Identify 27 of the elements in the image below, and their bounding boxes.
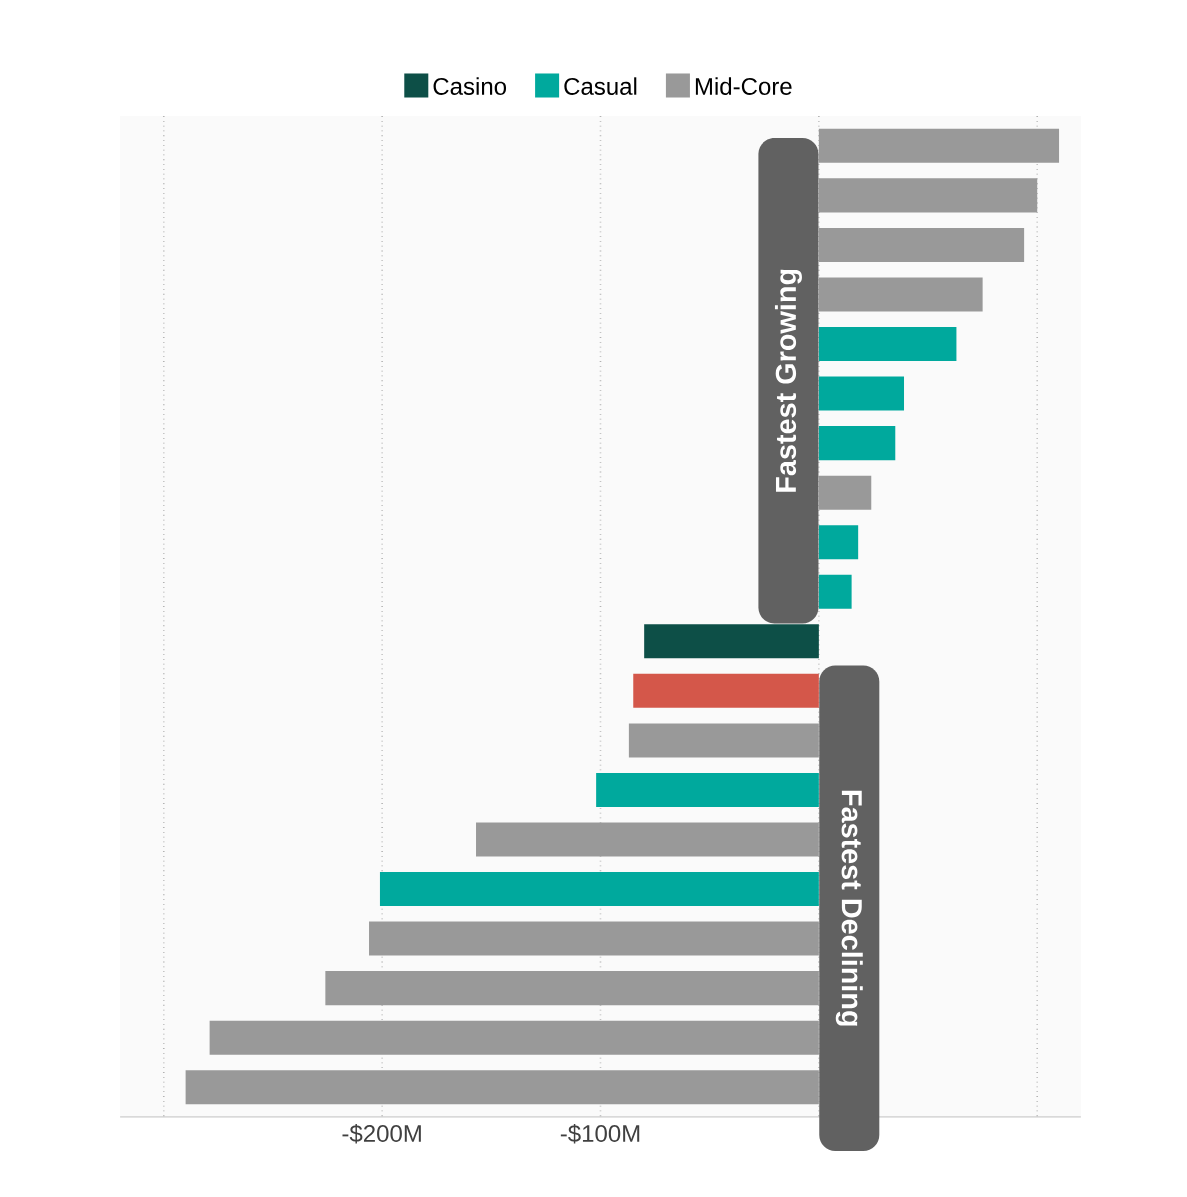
x-tick-label: -$200M (342, 1124, 421, 1144)
bar (818, 426, 896, 461)
bar (818, 574, 852, 609)
bar (209, 1020, 819, 1055)
bar (369, 921, 819, 956)
bar (818, 525, 859, 560)
bar (818, 178, 1038, 213)
bar (818, 277, 983, 312)
bar (818, 475, 872, 510)
legend-label: Casino (433, 77, 507, 95)
bar (628, 723, 819, 758)
bar (379, 872, 819, 907)
bar (818, 327, 957, 362)
x-tick-label: -$100M (560, 1124, 640, 1144)
bar (818, 227, 1025, 262)
legend-label: Casual (564, 77, 637, 95)
bar (476, 822, 819, 857)
bar (633, 673, 819, 708)
annotation: Fastest Growing (774, 269, 802, 492)
bar (185, 1070, 819, 1105)
bar (325, 971, 819, 1006)
bar (644, 624, 819, 659)
annotation: Fastest Declining (835, 790, 863, 1026)
legend-label: Mid-Core (695, 77, 792, 95)
bar (818, 128, 1060, 163)
bar (596, 772, 819, 807)
bar (818, 376, 905, 411)
